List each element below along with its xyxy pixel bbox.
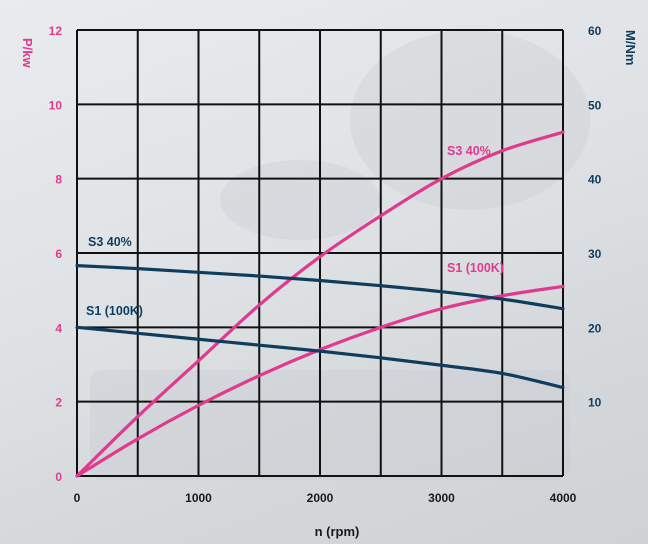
x-tick-label: 1000 (185, 491, 212, 505)
series-label-power-s3: S3 40% (447, 144, 491, 158)
y-left-tick-label: 12 (49, 24, 63, 38)
grid (76, 29, 564, 477)
y-left-tick-label: 2 (55, 396, 62, 410)
x-tick-label: 3000 (428, 491, 455, 505)
x-tick-label: 4000 (550, 491, 577, 505)
y-right-tick-label: 40 (588, 173, 602, 187)
series-labels: S3 40% S1 (100K) S3 40% S1 (100K) (86, 144, 504, 318)
y-right-tick-label: 20 (588, 321, 602, 335)
torque-series-line-2 (75, 264, 565, 311)
x-axis-title: n (rpm) (315, 524, 360, 539)
y-right-tick-label: 60 (588, 24, 602, 38)
y-right-tick-label: 50 (588, 98, 602, 112)
y-left-tick-label: 8 (55, 173, 62, 187)
y-axis-right-title: M/Nm (623, 30, 638, 65)
x-tick-label: 0 (74, 491, 81, 505)
torque-series-line-3 (75, 325, 565, 390)
y-left-tick-label: 10 (49, 98, 63, 112)
y-axis-left-title: P/kw (20, 38, 35, 69)
y-right-tick-label: 10 (588, 396, 602, 410)
series-group (75, 130, 565, 478)
power-series-line-0 (75, 130, 565, 478)
series-label-power-s1: S1 (100K) (447, 261, 504, 275)
series-label-torque-s3: S3 40% (88, 235, 132, 249)
y-right-tick-label: 30 (588, 247, 602, 261)
x-tick-label: 2000 (307, 491, 334, 505)
y-left-tick-label: 0 (55, 470, 62, 484)
background-machine-photo (90, 30, 590, 480)
tick-labels: 0 1000 2000 3000 4000 0 2 4 6 8 10 12 10 20 30 40 50 60 (49, 24, 602, 505)
y-left-tick-label: 4 (55, 321, 62, 335)
series-label-torque-s1: S1 (100K) (86, 304, 143, 318)
y-left-tick-label: 6 (55, 247, 62, 261)
